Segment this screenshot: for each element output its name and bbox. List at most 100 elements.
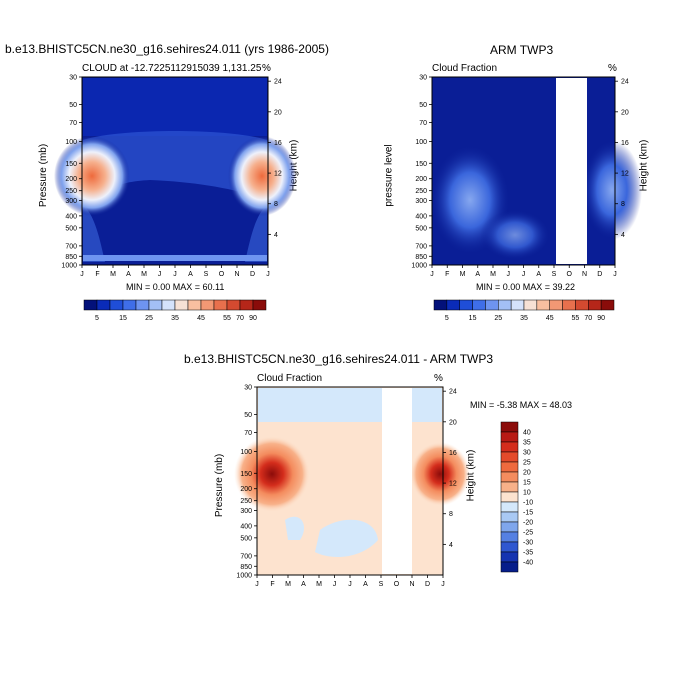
x-tick-label: J (507, 271, 511, 278)
colorbar-label: -10 (523, 500, 533, 507)
y-tick-label: 250 (415, 188, 427, 195)
y2-tick-label: 8 (621, 201, 625, 208)
colorbar-label: 5 (445, 315, 449, 322)
colorbar-swatch (500, 561, 519, 573)
panel2-cloud-right (582, 140, 642, 240)
panel2-cloud-mid (480, 210, 550, 260)
colorbar-label: -20 (523, 520, 533, 527)
colorbar-swatch (600, 299, 615, 311)
colorbar-swatch (459, 299, 473, 311)
y-tick-label: 200 (240, 486, 252, 493)
y-tick-label: 400 (240, 523, 252, 530)
y-tick-label: 1000 (61, 263, 77, 270)
colorbar-swatch (122, 299, 137, 311)
colorbar-swatch (472, 299, 486, 311)
y2-tick-label: 24 (621, 79, 629, 86)
y-tick-label: 150 (240, 471, 252, 478)
panel3-neg-patch1 (285, 516, 305, 540)
y-tick-label: 50 (419, 102, 427, 109)
colorbar-label: 15 (523, 480, 531, 487)
y-tick-label: 70 (244, 430, 252, 437)
panel3-title: b.e13.BHISTC5CN.ne30_g16.sehires24.011 -… (184, 352, 494, 366)
panel3-right-subtitle: % (434, 373, 443, 384)
y-tick-label: 500 (240, 535, 252, 542)
y-tick-label: 1000 (236, 573, 252, 580)
colorbar-label: 20 (523, 470, 531, 477)
colorbar-label: 10 (523, 490, 531, 497)
y2-tick-label: 8 (274, 201, 278, 208)
colorbar-label: 35 (520, 315, 528, 322)
y-tick-label: 300 (65, 198, 77, 205)
x-tick-label: J (430, 271, 434, 278)
colorbar-label: 45 (197, 315, 205, 322)
x-tick-label: S (552, 271, 557, 278)
x-tick-label: J (441, 581, 445, 588)
x-tick-label: D (250, 271, 255, 278)
colorbar-swatch (446, 299, 460, 311)
y-tick-label: 200 (415, 176, 427, 183)
y2-tick-label: 16 (449, 450, 457, 457)
panel1-lowcloud-right (245, 205, 267, 262)
x-tick-label: J (348, 581, 352, 588)
panel3-plot (234, 386, 470, 576)
y-tick-label: 150 (65, 161, 77, 168)
colorbar-label: 25 (145, 315, 153, 322)
colorbar-swatch (109, 299, 124, 311)
colorbar-swatch (148, 299, 163, 311)
colorbar-swatch (239, 299, 254, 311)
colorbar-label: 35 (523, 440, 531, 447)
x-tick-label: A (126, 271, 131, 278)
panel2-missing-data (556, 78, 587, 264)
colorbar-swatch (500, 471, 519, 483)
colorbar-swatch (500, 531, 519, 543)
colorbar-swatch (510, 299, 525, 311)
colorbar-swatch (500, 451, 519, 463)
x-tick-label: D (425, 581, 430, 588)
x-tick-label: N (582, 271, 587, 278)
y-tick-label: 250 (65, 188, 77, 195)
colorbar-label: 30 (523, 450, 531, 457)
y-tick-label: 700 (240, 553, 252, 560)
x-tick-label: M (460, 271, 466, 278)
colorbar-label: 70 (236, 315, 244, 322)
panel2-left-subtitle: Cloud Fraction (432, 63, 498, 74)
x-tick-label: J (255, 581, 259, 588)
colorbar-label: 25 (523, 460, 531, 467)
y-tick-label: 70 (419, 120, 427, 127)
y2-tick-label: 24 (449, 389, 457, 396)
colorbar-swatch (523, 299, 538, 311)
colorbar-label: 45 (546, 315, 554, 322)
colorbar-label: -30 (523, 540, 533, 547)
y-tick-label: 850 (415, 254, 427, 261)
x-tick-label: D (597, 271, 602, 278)
y-tick-label: 150 (415, 161, 427, 168)
x-tick-label: M (141, 271, 147, 278)
x-tick-label: A (536, 271, 541, 278)
y-tick-label: 500 (415, 225, 427, 232)
colorbar-label: -35 (523, 550, 533, 557)
colorbar-swatch (96, 299, 111, 311)
panel3-missing-data (382, 388, 412, 574)
x-tick-label: A (363, 581, 368, 588)
panel3-max-left (234, 436, 310, 512)
panel1-max-left (54, 136, 130, 216)
y-tick-label: 300 (415, 198, 427, 205)
colorbar-label: 90 (249, 315, 257, 322)
panel1-upper-layer (83, 78, 267, 136)
colorbar-label: 35 (171, 315, 179, 322)
panel1-cloud-layer (83, 131, 267, 205)
x-tick-label: J (266, 271, 270, 278)
x-tick-label: F (445, 271, 449, 278)
panel1-right-subtitle: % (262, 63, 271, 74)
y2-tick-label: 20 (449, 419, 457, 426)
colorbar-swatch (500, 461, 519, 473)
x-tick-label: M (285, 581, 291, 588)
y-tick-label: 500 (65, 225, 77, 232)
x-tick-label: M (490, 271, 496, 278)
x-tick-label: N (409, 581, 414, 588)
colorbar-swatch (536, 299, 550, 311)
x-tick-label: S (204, 271, 209, 278)
x-tick-label: O (394, 581, 400, 588)
x-tick-label: O (219, 271, 225, 278)
